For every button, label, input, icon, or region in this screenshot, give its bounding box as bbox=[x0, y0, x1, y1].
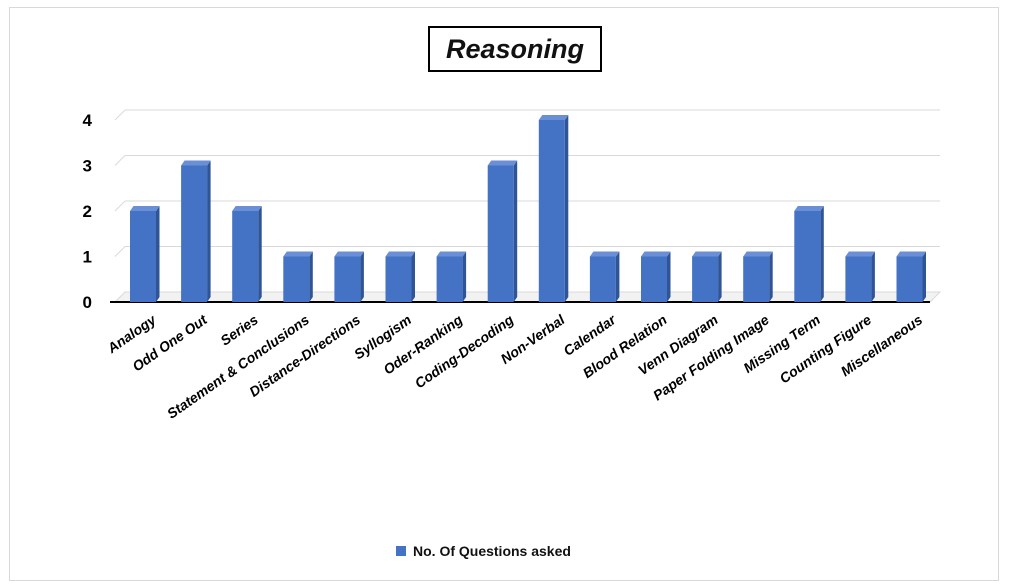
bar-side bbox=[769, 251, 773, 302]
bar-side bbox=[564, 115, 569, 302]
bar-side bbox=[718, 251, 722, 302]
bar bbox=[130, 206, 160, 302]
bar bbox=[385, 251, 415, 302]
y-tick-label: 0 bbox=[83, 293, 92, 312]
y-tick-label: 4 bbox=[83, 111, 93, 130]
bar bbox=[436, 251, 467, 302]
bar bbox=[845, 251, 875, 302]
x-tick-label: Series bbox=[217, 311, 261, 348]
bar-side bbox=[207, 160, 211, 302]
bar-front bbox=[487, 165, 514, 302]
bar-top bbox=[181, 160, 211, 166]
bar-top bbox=[385, 251, 415, 257]
bar-side bbox=[615, 251, 620, 302]
bar-side bbox=[922, 251, 926, 302]
bar-top bbox=[130, 206, 160, 211]
legend: No. Of Questions asked bbox=[396, 543, 571, 559]
bar-top bbox=[538, 115, 569, 120]
legend-swatch bbox=[396, 546, 406, 556]
y-tick-label: 3 bbox=[83, 157, 92, 176]
bar bbox=[692, 251, 722, 302]
bar-side bbox=[309, 251, 313, 302]
bar-side bbox=[871, 251, 875, 302]
bar-top bbox=[589, 251, 620, 257]
bar-top bbox=[487, 160, 518, 166]
bar-top bbox=[436, 251, 467, 257]
bar-side bbox=[411, 251, 415, 302]
bar-side bbox=[462, 251, 467, 302]
bar-side bbox=[360, 251, 364, 302]
bar-front bbox=[896, 256, 923, 302]
gridline-slant bbox=[114, 246, 126, 257]
y-tick-label: 1 bbox=[83, 248, 92, 267]
bar-front bbox=[283, 256, 310, 302]
bar-side bbox=[820, 206, 824, 302]
x-tick-label: Counting Figure bbox=[776, 311, 874, 386]
bar-top bbox=[232, 206, 262, 211]
bar-front bbox=[743, 256, 770, 302]
bar bbox=[589, 251, 620, 302]
bar bbox=[538, 115, 569, 302]
bar-top bbox=[283, 251, 313, 257]
bar-top bbox=[334, 251, 364, 257]
bar-front bbox=[232, 211, 259, 302]
bar bbox=[641, 251, 671, 302]
bar bbox=[794, 206, 824, 302]
y-tick-label: 2 bbox=[83, 202, 92, 221]
bar-front bbox=[589, 256, 616, 302]
bar-side bbox=[258, 206, 262, 302]
gridline-slant bbox=[114, 155, 126, 166]
bar-top bbox=[743, 251, 773, 257]
bar-front bbox=[794, 211, 821, 302]
bar-front bbox=[334, 256, 361, 302]
bar-front bbox=[181, 165, 208, 302]
bar-side bbox=[667, 251, 671, 302]
bar-front bbox=[436, 256, 463, 302]
bar-front bbox=[692, 256, 719, 302]
legend-label: No. Of Questions asked bbox=[413, 543, 571, 559]
bar bbox=[334, 251, 364, 302]
bar-top bbox=[794, 206, 824, 211]
bar-front bbox=[845, 256, 872, 302]
bar-side bbox=[156, 206, 160, 302]
bar-top bbox=[692, 251, 722, 257]
bar-front bbox=[538, 120, 565, 302]
bar bbox=[181, 160, 211, 302]
bar-top bbox=[845, 251, 875, 257]
bar-front bbox=[130, 211, 156, 302]
bar-front bbox=[641, 256, 667, 302]
bar-front bbox=[385, 256, 412, 302]
bar bbox=[896, 251, 926, 302]
bar bbox=[487, 160, 518, 302]
bar-top bbox=[641, 251, 671, 257]
chart-title: Reasoning bbox=[428, 26, 602, 72]
gridline-slant bbox=[114, 200, 126, 212]
bar-side bbox=[513, 160, 518, 302]
bar bbox=[743, 251, 773, 302]
bar-top bbox=[896, 251, 926, 257]
gridline-slant bbox=[114, 109, 126, 121]
bar bbox=[232, 206, 262, 302]
bar bbox=[283, 251, 313, 302]
